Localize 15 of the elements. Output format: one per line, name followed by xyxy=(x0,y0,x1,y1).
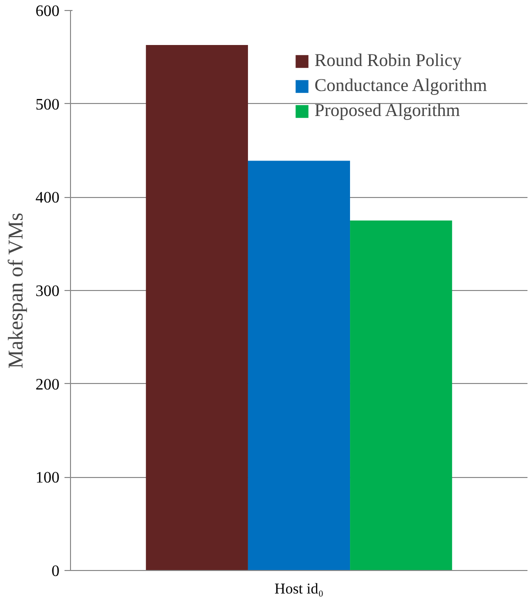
y-tick-label: 500 xyxy=(36,96,60,114)
y-tick-label: 400 xyxy=(36,190,60,207)
legend-label: Conductance Algorithm xyxy=(314,75,487,96)
legend-label: Proposed Algorithm xyxy=(314,100,460,121)
y-tick-label: 0 xyxy=(52,563,60,580)
y-axis-title: Makespan of VMs xyxy=(4,212,28,369)
bar xyxy=(350,220,452,570)
legend-label: Round Robin Policy xyxy=(314,50,462,71)
y-tick-label: 300 xyxy=(36,283,60,300)
bar xyxy=(146,45,248,570)
y-tick-label: 600 xyxy=(36,3,60,20)
bar xyxy=(248,160,350,570)
x-tick-label: Host id₀ xyxy=(274,582,324,598)
y-tick-label: 100 xyxy=(36,470,60,487)
y-tick-label: 200 xyxy=(36,376,60,394)
